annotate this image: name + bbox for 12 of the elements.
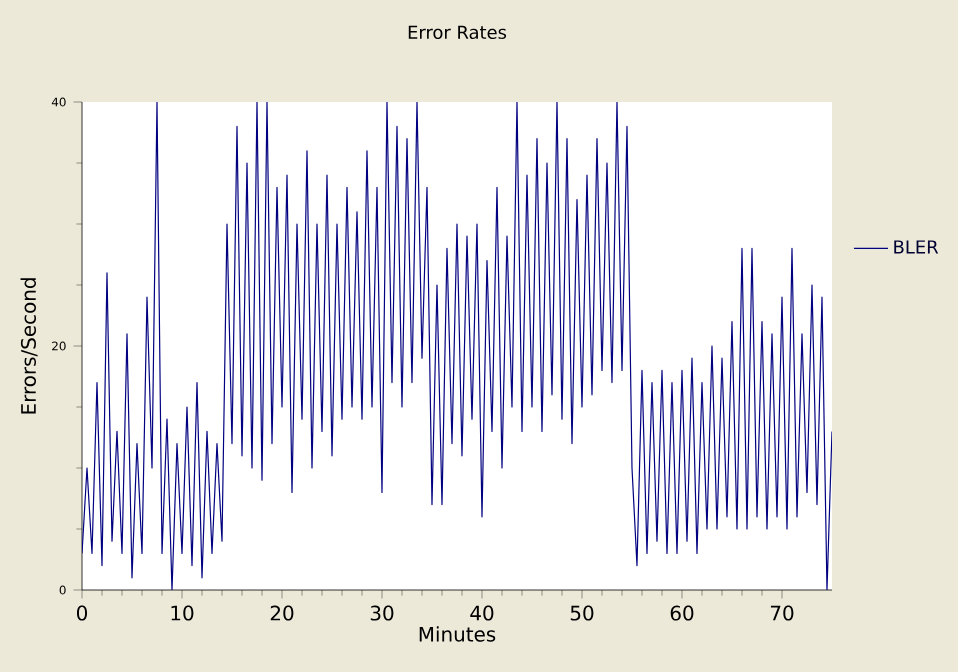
x-axis-title: Minutes — [419, 626, 496, 642]
x-tick-label: 70 — [770, 605, 794, 621]
x-tick-label: 10 — [171, 605, 194, 621]
x-tick-label: 40 — [470, 605, 494, 621]
x-tick-label: 60 — [670, 605, 694, 621]
x-tick-label: 50 — [570, 605, 594, 621]
y-axis-title: Errors/Second — [20, 278, 38, 414]
x-tick-label: 0 — [76, 605, 88, 621]
chart-title: Error Rates — [408, 25, 507, 39]
x-tick-label: 20 — [270, 605, 294, 621]
legend-label: BLER — [894, 240, 939, 254]
x-tick-label: 30 — [370, 605, 394, 621]
